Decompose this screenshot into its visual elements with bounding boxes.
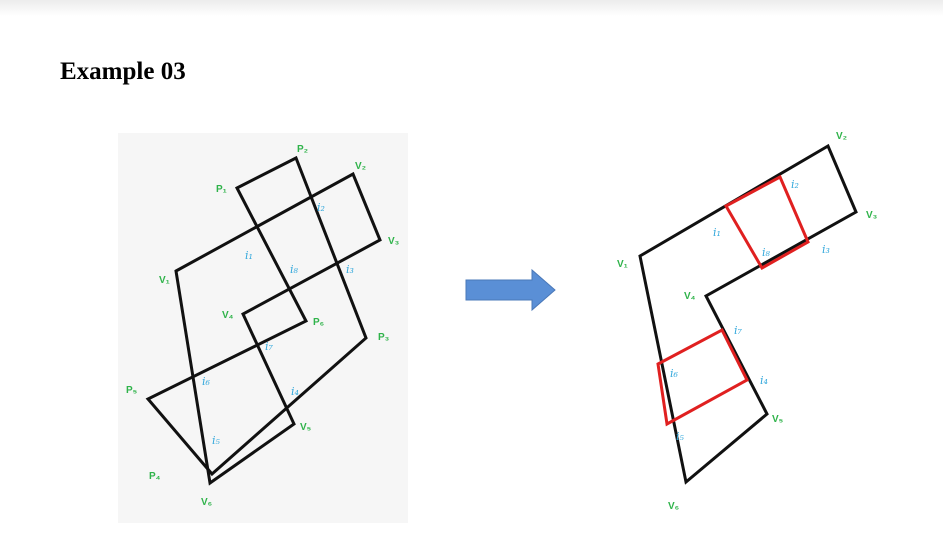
- left-figure-background: [118, 133, 408, 523]
- right-label-i5: i₅: [676, 430, 685, 443]
- left-label-i4: i₄: [291, 385, 299, 398]
- right-label-i6: i₆: [670, 367, 679, 380]
- left-label-v5: V₅: [300, 422, 312, 433]
- left-intersection-labels: i₂ i₁ i₈ i₃ i₇ i₆ i₄ i₅: [202, 201, 354, 447]
- right-figure: [638, 143, 858, 485]
- left-label-i7: i₇: [265, 340, 274, 353]
- left-figure: [145, 155, 382, 486]
- right-label-v3: V₃: [866, 210, 878, 221]
- left-label-i3: i₃: [346, 263, 354, 276]
- right-label-i7: i₇: [734, 324, 743, 337]
- left-label-i1: i₁: [245, 249, 253, 262]
- left-vertex-labels: P₂ P₁ V₂ V₃ V₁ V₄ P₆ P₃ P₅ V₅ P₄ V₆: [126, 144, 400, 508]
- left-label-p5: P₅: [126, 385, 138, 396]
- right-label-v1: V₁: [617, 259, 628, 270]
- left-subject-polygon-v: [174, 171, 382, 486]
- left-label-v2: V₂: [355, 161, 366, 172]
- right-label-v4: V₄: [684, 291, 696, 302]
- right-clipped-regions: [656, 174, 810, 427]
- right-clip-region-upper: [723, 174, 810, 271]
- right-intersection-labels: i₂ i₁ i₈ i₃ i₇ i₆ i₄ i₅: [670, 178, 830, 443]
- right-vertex-labels: V₂ V₃ V₁ V₄ V₅ V₆: [617, 131, 878, 512]
- page-title: Example 03: [60, 58, 186, 85]
- left-label-v4: V₄: [222, 310, 234, 321]
- right-label-i2: i₂: [791, 178, 799, 191]
- left-label-i8: i₈: [290, 263, 299, 276]
- right-label-v5: V₅: [772, 414, 784, 425]
- left-label-i6: i₆: [202, 375, 211, 388]
- right-label-i4: i₄: [760, 374, 768, 387]
- top-bar: [0, 0, 943, 16]
- left-label-i2: i₂: [317, 201, 325, 214]
- left-label-p3: P₃: [378, 332, 390, 343]
- right-clip-region-lower: [656, 327, 749, 427]
- left-label-p6: P₆: [313, 317, 324, 328]
- left-label-v3: V₃: [388, 236, 400, 247]
- right-arrow-icon: [465, 268, 556, 312]
- right-label-v6: V₆: [668, 501, 679, 512]
- left-clip-polygon-p: [145, 155, 368, 477]
- left-label-i5: i₅: [212, 434, 221, 447]
- left-label-v1: V₁: [159, 275, 170, 286]
- left-label-p1: P₁: [216, 184, 227, 195]
- right-subject-polygon: [638, 143, 858, 485]
- left-label-v6: V₆: [201, 497, 212, 508]
- right-label-v2: V₂: [836, 131, 847, 142]
- left-label-p2: P₂: [297, 144, 308, 155]
- right-label-i3: i₃: [822, 243, 830, 256]
- left-label-p4: P₄: [149, 471, 161, 482]
- right-label-i1: i₁: [713, 226, 721, 239]
- right-label-i8: i₈: [762, 246, 771, 259]
